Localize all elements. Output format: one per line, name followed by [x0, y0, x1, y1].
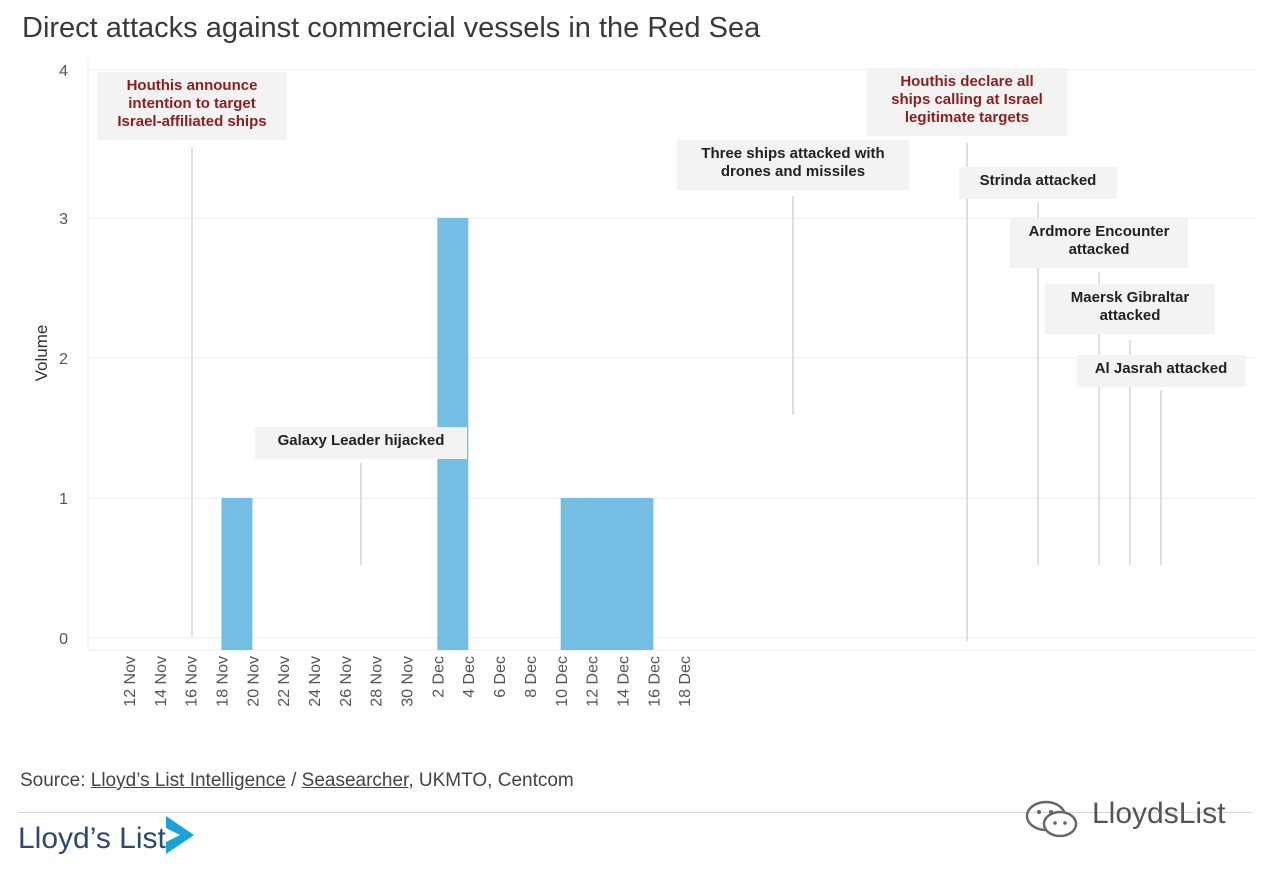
source-link-seasearcher[interactable]: Seasearcher: [301, 770, 409, 791]
x-tick-label: 16 Nov: [184, 656, 201, 707]
annotation-label: Ardmore Encounter: [1029, 223, 1170, 240]
x-tick-label: 2 Dec: [430, 656, 447, 698]
x-tick-label: 14 Nov: [153, 656, 170, 707]
annotation-label: attacked: [1069, 241, 1130, 258]
annotation-label: Houthis declare all: [900, 73, 1033, 90]
annotation-box: [97, 72, 287, 140]
x-tick-label: 16 Dec: [646, 656, 663, 707]
annotation-box: [1045, 284, 1215, 334]
x-tick-label: 12 Nov: [122, 656, 139, 707]
y-tick-label: 2: [59, 351, 68, 368]
y-axis-label: Volume: [32, 325, 51, 382]
bar: [560, 498, 592, 650]
annotation-label: ships calling at Israel: [891, 91, 1043, 108]
annotation-box: [255, 427, 467, 459]
annotation-label: drones and missiles: [721, 163, 865, 180]
y-tick-label: 4: [59, 63, 68, 80]
source-link-lloyds[interactable]: Lloyd’s List Intelligence: [90, 770, 286, 791]
brand-logo-text: Lloyd’s List: [18, 822, 166, 855]
x-tick-label: 12 Dec: [585, 656, 602, 707]
x-tick-label: 20 Nov: [245, 656, 262, 707]
annotation-box: [1010, 218, 1188, 268]
x-tick-label: 26 Nov: [338, 656, 355, 707]
source-separator: /: [285, 770, 302, 791]
annotation-label: legitimate targets: [905, 109, 1029, 126]
bar-chart: 0 1 2 3 4 Volume 12 Nov 14 Nov 16 Nov 18 Nov 20 No…: [32, 58, 1255, 707]
x-tick-label: 24 Nov: [307, 656, 324, 707]
annotation-label: Strinda attacked: [980, 172, 1097, 189]
y-tick-label: 3: [59, 211, 68, 228]
x-tick-label: 4 Dec: [461, 656, 478, 698]
x-tick-label: 18 Dec: [677, 656, 694, 707]
brand-play-icon: [166, 816, 194, 854]
bar: [622, 498, 654, 650]
watermark-text: LloydsList: [1092, 797, 1226, 830]
x-tick-label: 30 Nov: [400, 656, 417, 707]
x-tick-label: 10 Dec: [554, 656, 571, 707]
annotation-label: intention to target: [128, 95, 256, 112]
annotation-box: [1077, 355, 1245, 387]
annotation-box: [959, 167, 1117, 199]
x-tick-label: 28 Nov: [369, 656, 386, 707]
x-tick-label: 8 Dec: [523, 656, 540, 698]
annotation-label: Maersk Gibraltar: [1071, 289, 1190, 306]
annotation-label: Houthis announce: [127, 77, 258, 94]
source-line: Source: Lloyd’s List Intelligence / Seas…: [20, 770, 574, 792]
annotation-label: Galaxy Leader hijacked: [278, 432, 445, 449]
annotation-box: [867, 68, 1067, 136]
annotation-label: Israel-affiliated ships: [117, 113, 266, 130]
footer-divider: [18, 812, 1253, 813]
annotation-box: [677, 140, 909, 190]
source-prefix: Source:: [20, 770, 91, 791]
x-tick-label: 6 Dec: [492, 656, 509, 698]
y-tick-label: 1: [59, 491, 68, 508]
source-rest: , UKMTO, Centcom: [408, 770, 574, 791]
x-tick-label: 22 Nov: [276, 656, 293, 707]
chart-title: Direct attacks against commercial vessel…: [22, 12, 761, 44]
x-tick-label: 18 Nov: [215, 656, 232, 707]
wechat-icon: [1025, 800, 1078, 838]
annotation-label: Three ships attacked with: [701, 145, 884, 162]
bar: [221, 498, 253, 650]
x-tick-label: 14 Dec: [615, 656, 632, 707]
annotation-label: Al Jasrah attacked: [1095, 360, 1228, 377]
annotation-label: attacked: [1100, 307, 1161, 324]
y-tick-label: 0: [59, 631, 68, 648]
